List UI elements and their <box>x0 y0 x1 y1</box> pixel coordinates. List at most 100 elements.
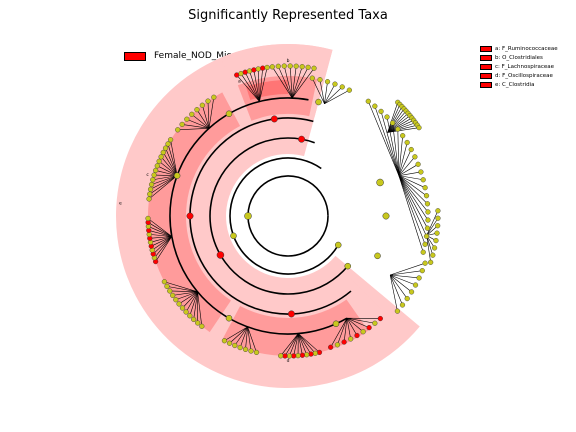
leaf-link <box>387 117 413 133</box>
internal-node <box>230 232 237 240</box>
enriched-internal-node <box>298 135 305 143</box>
leaf-link <box>202 105 210 129</box>
leaf-node <box>167 137 174 143</box>
clade-links <box>147 65 439 357</box>
leaf-node <box>148 181 155 188</box>
leaf-node <box>433 237 439 244</box>
leaf-link <box>389 274 403 306</box>
leaf-node <box>317 77 323 83</box>
leaf-link <box>293 333 299 356</box>
enriched-leaf-node <box>316 349 323 356</box>
taxa-legend-label: a: F_Ruminococcaceae <box>495 45 558 52</box>
leaf-node <box>425 217 431 223</box>
taxa-legend-row-a: a: F_Ruminococcaceae <box>480 44 558 53</box>
leaf-node <box>365 98 371 104</box>
taxa-legend-row-b: b: O_Clostridiales <box>480 53 558 62</box>
leaf-node <box>295 353 301 359</box>
leaf-node <box>160 149 166 156</box>
leaf-link <box>374 106 400 176</box>
leaf-link <box>387 122 416 133</box>
leaf-node <box>408 289 415 295</box>
leaf-link <box>182 124 210 129</box>
leaf-link <box>245 326 248 350</box>
leaf-link <box>346 318 358 336</box>
leaf-link <box>154 236 173 258</box>
leaf-node <box>179 305 186 311</box>
internal-node <box>332 320 340 328</box>
leaf-node <box>153 167 159 174</box>
leaf-link <box>147 218 172 237</box>
taxa-legend-swatch <box>480 72 492 79</box>
internal-node <box>173 172 181 179</box>
leaf-link <box>152 236 172 251</box>
leaf-node <box>339 84 345 90</box>
clade-arc <box>229 157 339 275</box>
leaf-link <box>368 101 400 176</box>
leaf-node <box>156 158 162 164</box>
leaf-link <box>387 108 405 133</box>
leaf-link <box>398 175 424 253</box>
leaf-node <box>372 320 378 326</box>
leaf-link <box>244 72 260 102</box>
taxa-legend-label: c: F_Lachnospiraceae <box>495 63 555 70</box>
leaf-node <box>435 208 441 214</box>
leaf-link <box>150 236 172 243</box>
leaf-link <box>387 110 407 133</box>
leaf-link <box>239 326 248 348</box>
leaf-node <box>269 64 275 70</box>
leaf-node <box>408 146 414 153</box>
leaf-link <box>387 120 414 133</box>
leaf-node <box>423 193 430 199</box>
enriched-leaf-node <box>377 315 383 322</box>
leaf-link <box>398 135 403 176</box>
leaf-node <box>299 64 305 70</box>
enriched-leaf-node <box>341 339 347 345</box>
internal-node <box>244 212 252 220</box>
leaf-link <box>259 67 268 102</box>
leaf-node <box>275 63 281 69</box>
leaf-node <box>189 111 195 117</box>
leaf-node <box>422 185 428 191</box>
leaf-link <box>151 175 178 185</box>
leaf-node <box>428 259 434 265</box>
leaf-link <box>291 66 303 99</box>
leaf-link <box>158 161 178 176</box>
leaf-node <box>278 353 284 359</box>
clade-letter-a: a <box>238 80 241 85</box>
leaf-link <box>387 115 411 133</box>
leaf-node <box>226 340 233 346</box>
enriched-leaf-node <box>251 67 257 73</box>
leaf-node <box>334 342 341 348</box>
leaf-link <box>312 77 325 104</box>
enriched-internal-node <box>216 251 225 259</box>
chart-title: Significantly Represented Taxa <box>188 8 388 23</box>
leaf-node <box>332 81 338 87</box>
leaf-node <box>184 116 190 122</box>
leaf-link <box>426 235 431 263</box>
leaf-node <box>293 63 299 69</box>
leaf-node <box>425 209 431 215</box>
leaf-link <box>398 164 419 176</box>
leaf-link <box>390 270 423 276</box>
leaf-node <box>175 127 181 133</box>
leaf-link <box>259 68 263 102</box>
leaf-link <box>151 236 172 247</box>
clade-letter-c: c <box>146 173 149 178</box>
leaf-link <box>272 66 293 99</box>
leaf-node <box>145 215 151 222</box>
leaf-node <box>191 316 197 323</box>
leaf-link <box>398 142 408 176</box>
leaf-link <box>157 165 178 176</box>
leaf-link <box>390 262 426 276</box>
clade-shading-c <box>148 92 241 333</box>
leaf-link <box>324 89 350 105</box>
taxa-legend-swatch <box>480 63 492 70</box>
leaf-link <box>387 113 409 133</box>
leaf-node <box>194 107 200 113</box>
leaf-link <box>387 104 401 133</box>
enriched-internal-node <box>270 115 278 123</box>
leaf-node <box>424 201 431 207</box>
leaf-link <box>164 281 198 293</box>
leaf-node <box>412 282 419 288</box>
leaf-link <box>283 65 293 99</box>
